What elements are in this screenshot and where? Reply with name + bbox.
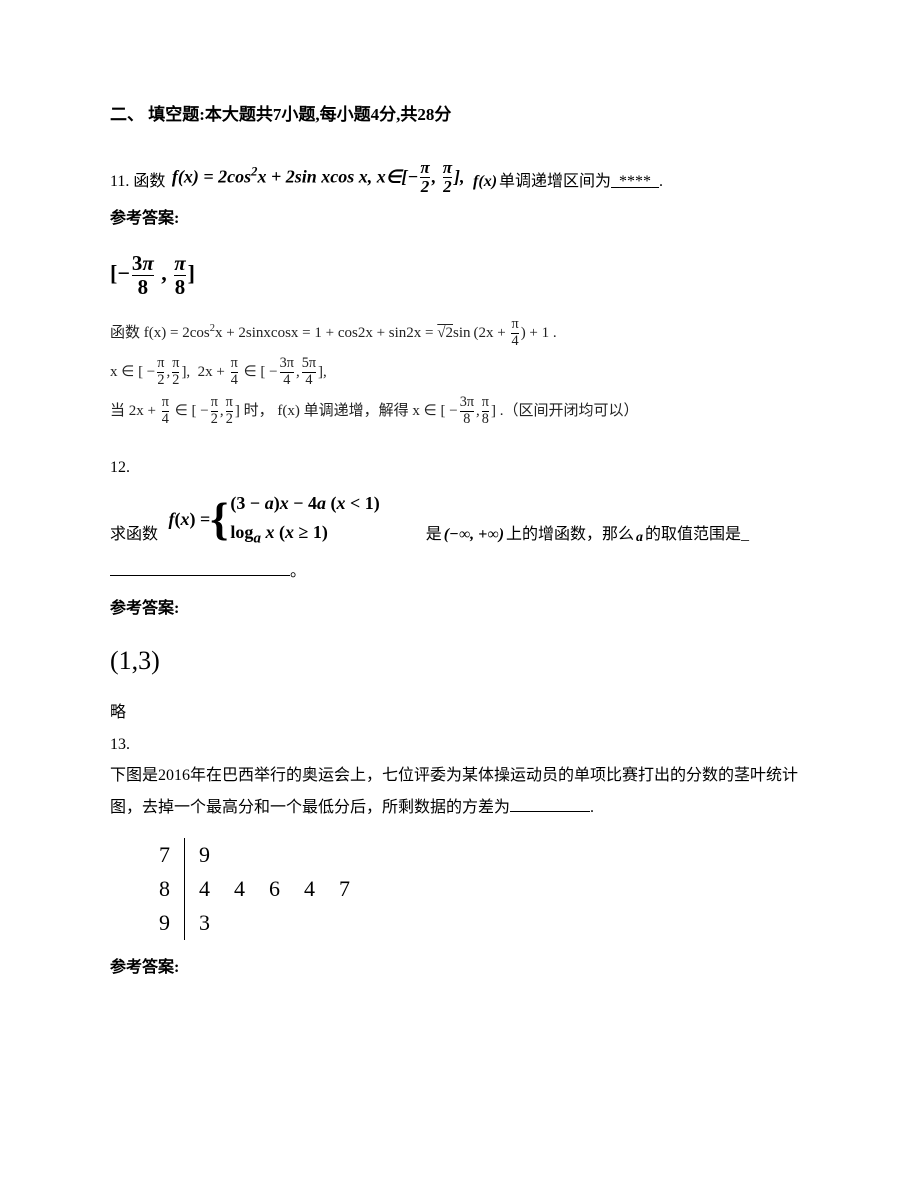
q11-suffix: 单调递增区间为 [499, 168, 611, 197]
leaf-values: 3 [184, 906, 444, 940]
q11-answer: [−3π8 , π8] [110, 252, 810, 299]
q12-line: 求函数 f(x) = { (3 − a)x − 4a (x < 1) loga … [110, 489, 810, 550]
stem-leaf-row: 844647 [140, 872, 810, 906]
q12-answer: (1,3) [110, 638, 810, 685]
q11-period: . [659, 168, 663, 197]
q13-num: 13. [110, 731, 810, 760]
q11-expr: f(x) = 2cos2x + 2sin xcos x, x∈[−π2, π2]… [165, 159, 471, 198]
q13-body: 下图是2016年在巴西举行的奥运会上，七位评委为某体操运动员的单项比赛打出的分数… [110, 760, 810, 824]
q11-explain2: x ∈ [ −π2,π2], 2x + π4 ∈ [ −3π4,5π4], [110, 356, 810, 389]
q11-blank: **** [611, 168, 659, 197]
q12-domain: (−∞, +∞) [442, 521, 506, 550]
stem-leaf-row: 93 [140, 906, 810, 940]
q12-piece1: (3 − a)x − 4a (x < 1) [230, 489, 379, 518]
q12-answer-label: 参考答案: [110, 595, 810, 624]
q12-omit: 略 [110, 699, 810, 728]
q13-answer-label: 参考答案: [110, 954, 810, 983]
q11-line: 11. 函数 f(x) = 2cos2x + 2sin xcos x, x∈[−… [110, 159, 810, 198]
q13-blank [510, 796, 590, 812]
q11-answer-label: 参考答案: [110, 205, 810, 234]
stem-leaf-row: 79 [140, 838, 810, 872]
section-title: 二、 填空题:本大题共7小题,每小题4分,共28分 [110, 100, 810, 131]
stem-value: 9 [140, 903, 184, 943]
q12-piecewise: f(x) = { (3 − a)x − 4a (x < 1) loga x (x… [164, 489, 380, 550]
q12-num: 12. [110, 454, 810, 483]
leaf-values: 44647 [184, 872, 444, 906]
stem-leaf-plot: 7984464793 [140, 838, 810, 940]
q12-suffix2: 的取值范围是_ [645, 521, 749, 550]
leaf-values: 9 [184, 838, 444, 872]
q12-mid: 是 [426, 521, 442, 550]
q11-explain3: 当 2x + π4 ∈ [ −π2,π2] 时， f(x) 单调递增，解得 x … [110, 395, 810, 428]
q11-fx: f(x) [471, 168, 499, 197]
q12-prefix: 求函数 [110, 521, 158, 550]
q11-prefix: 函数 [133, 168, 165, 197]
q11-num: 11. [110, 168, 133, 197]
q12-piece2: loga x (x ≥ 1) [230, 518, 379, 551]
q12-blank-line: 。 [110, 558, 810, 587]
q12-avar: a [634, 525, 645, 550]
q11-explain1: 函数 f(x) = 2cos2x + 2sinxcosx = 1 + cos2x… [110, 317, 810, 350]
q12-suffix: 上的增函数，那么 [506, 521, 634, 550]
